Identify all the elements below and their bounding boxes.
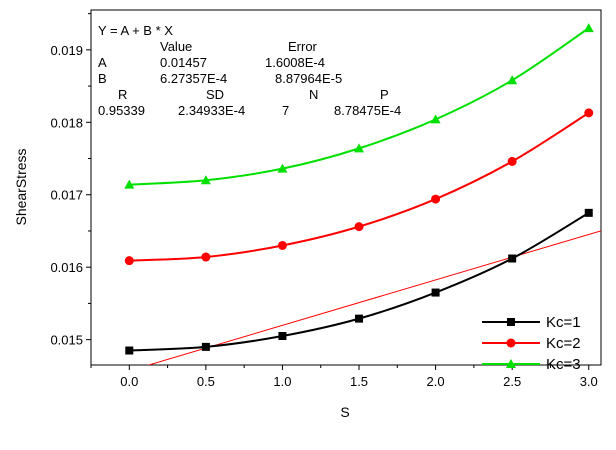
annotation-r-value: 0.95339: [98, 103, 145, 118]
annotation-value-b: 6.27357E-4: [160, 71, 227, 86]
series-layer: [124, 23, 594, 355]
legend-item: Kc=3: [482, 356, 581, 373]
data-point: [354, 222, 364, 232]
legend-marker: [506, 359, 516, 368]
annotation-header-r: R: [118, 87, 127, 102]
data-point: [584, 208, 593, 217]
annotation-value-a: 0.01457: [160, 55, 207, 70]
x-tick-label: 1.5: [350, 374, 368, 389]
annotation-col-error: Error: [288, 39, 318, 54]
data-point: [431, 288, 440, 297]
annotation-col-value: Value: [160, 39, 192, 54]
legend: Kc=1 Kc=2 Kc=3: [482, 314, 581, 373]
data-point: [125, 346, 134, 355]
data-point: [431, 194, 441, 204]
annotation-header-sd: SD: [206, 87, 224, 102]
data-point: [201, 342, 210, 351]
annotation-header-p: P: [380, 87, 389, 102]
legend-marker: [506, 338, 516, 348]
x-tick-label: 0.0: [120, 374, 138, 389]
y-tick-label: 0.018: [50, 115, 83, 130]
data-point: [507, 156, 517, 166]
annotation-error-a: 1.6008E-4: [265, 55, 325, 70]
series-1: [125, 208, 593, 355]
data-point: [507, 75, 518, 85]
legend-label: Kc=1: [546, 314, 581, 331]
x-tick-label: 2.5: [503, 374, 521, 389]
annotation-param-b: B: [98, 71, 107, 86]
data-point: [584, 108, 594, 118]
data-point: [124, 179, 135, 189]
data-point: [200, 175, 211, 185]
data-point: [278, 332, 287, 341]
annotation-equation: Y = A + B * X: [98, 23, 173, 38]
annotation-sd-value: 2.34933E-4: [178, 103, 245, 118]
data-point: [124, 256, 134, 266]
annotation-error-b: 8.87964E-5: [275, 71, 342, 86]
x-axis-title: S: [340, 404, 349, 420]
data-point: [201, 252, 211, 262]
plot-frame: [90, 9, 602, 366]
data-point: [430, 114, 441, 124]
linear-fit-line: [147, 230, 601, 365]
x-tick-label: 2.0: [427, 374, 445, 389]
series-line: [129, 211, 590, 352]
y-tick-label: 0.019: [50, 43, 83, 58]
x-tick-label: 1.0: [273, 374, 291, 389]
annotation-param-a: A: [98, 55, 107, 70]
x-axis: 0.0 0.5 1.0 1.5 2.0 2.5 3.0: [90, 365, 598, 389]
data-point: [583, 23, 594, 33]
data-point: [355, 314, 364, 323]
x-tick-label: 3.0: [580, 374, 598, 389]
legend-item: Kc=1: [482, 314, 581, 331]
y-tick-label: 0.015: [50, 333, 83, 348]
series-2: [124, 108, 594, 266]
annotation-p-value: 8.78475E-4: [334, 103, 401, 118]
legend-label: Kc=3: [546, 356, 581, 373]
legend-marker: [507, 318, 515, 326]
legend-label: Kc=2: [546, 335, 581, 352]
data-point: [508, 254, 517, 263]
legend-item: Kc=2: [482, 335, 581, 352]
x-tick-label: 0.5: [197, 374, 215, 389]
y-tick-label: 0.016: [50, 260, 83, 275]
series-line: [129, 112, 590, 262]
y-tick-label: 0.017: [50, 188, 83, 203]
data-point: [277, 240, 287, 250]
annotation-header-n: N: [309, 87, 318, 102]
annotation-n-value: 7: [282, 103, 289, 118]
data-point: [354, 143, 365, 153]
series-3: [124, 23, 594, 189]
data-point: [277, 163, 288, 173]
y-axis-title: ShearStress: [13, 148, 29, 225]
fit-annotation: Y = A + B * X Value Error A 0.01457 1.60…: [98, 23, 401, 118]
y-axis: 0.015 0.016 0.017 0.018 0.019: [50, 13, 91, 348]
